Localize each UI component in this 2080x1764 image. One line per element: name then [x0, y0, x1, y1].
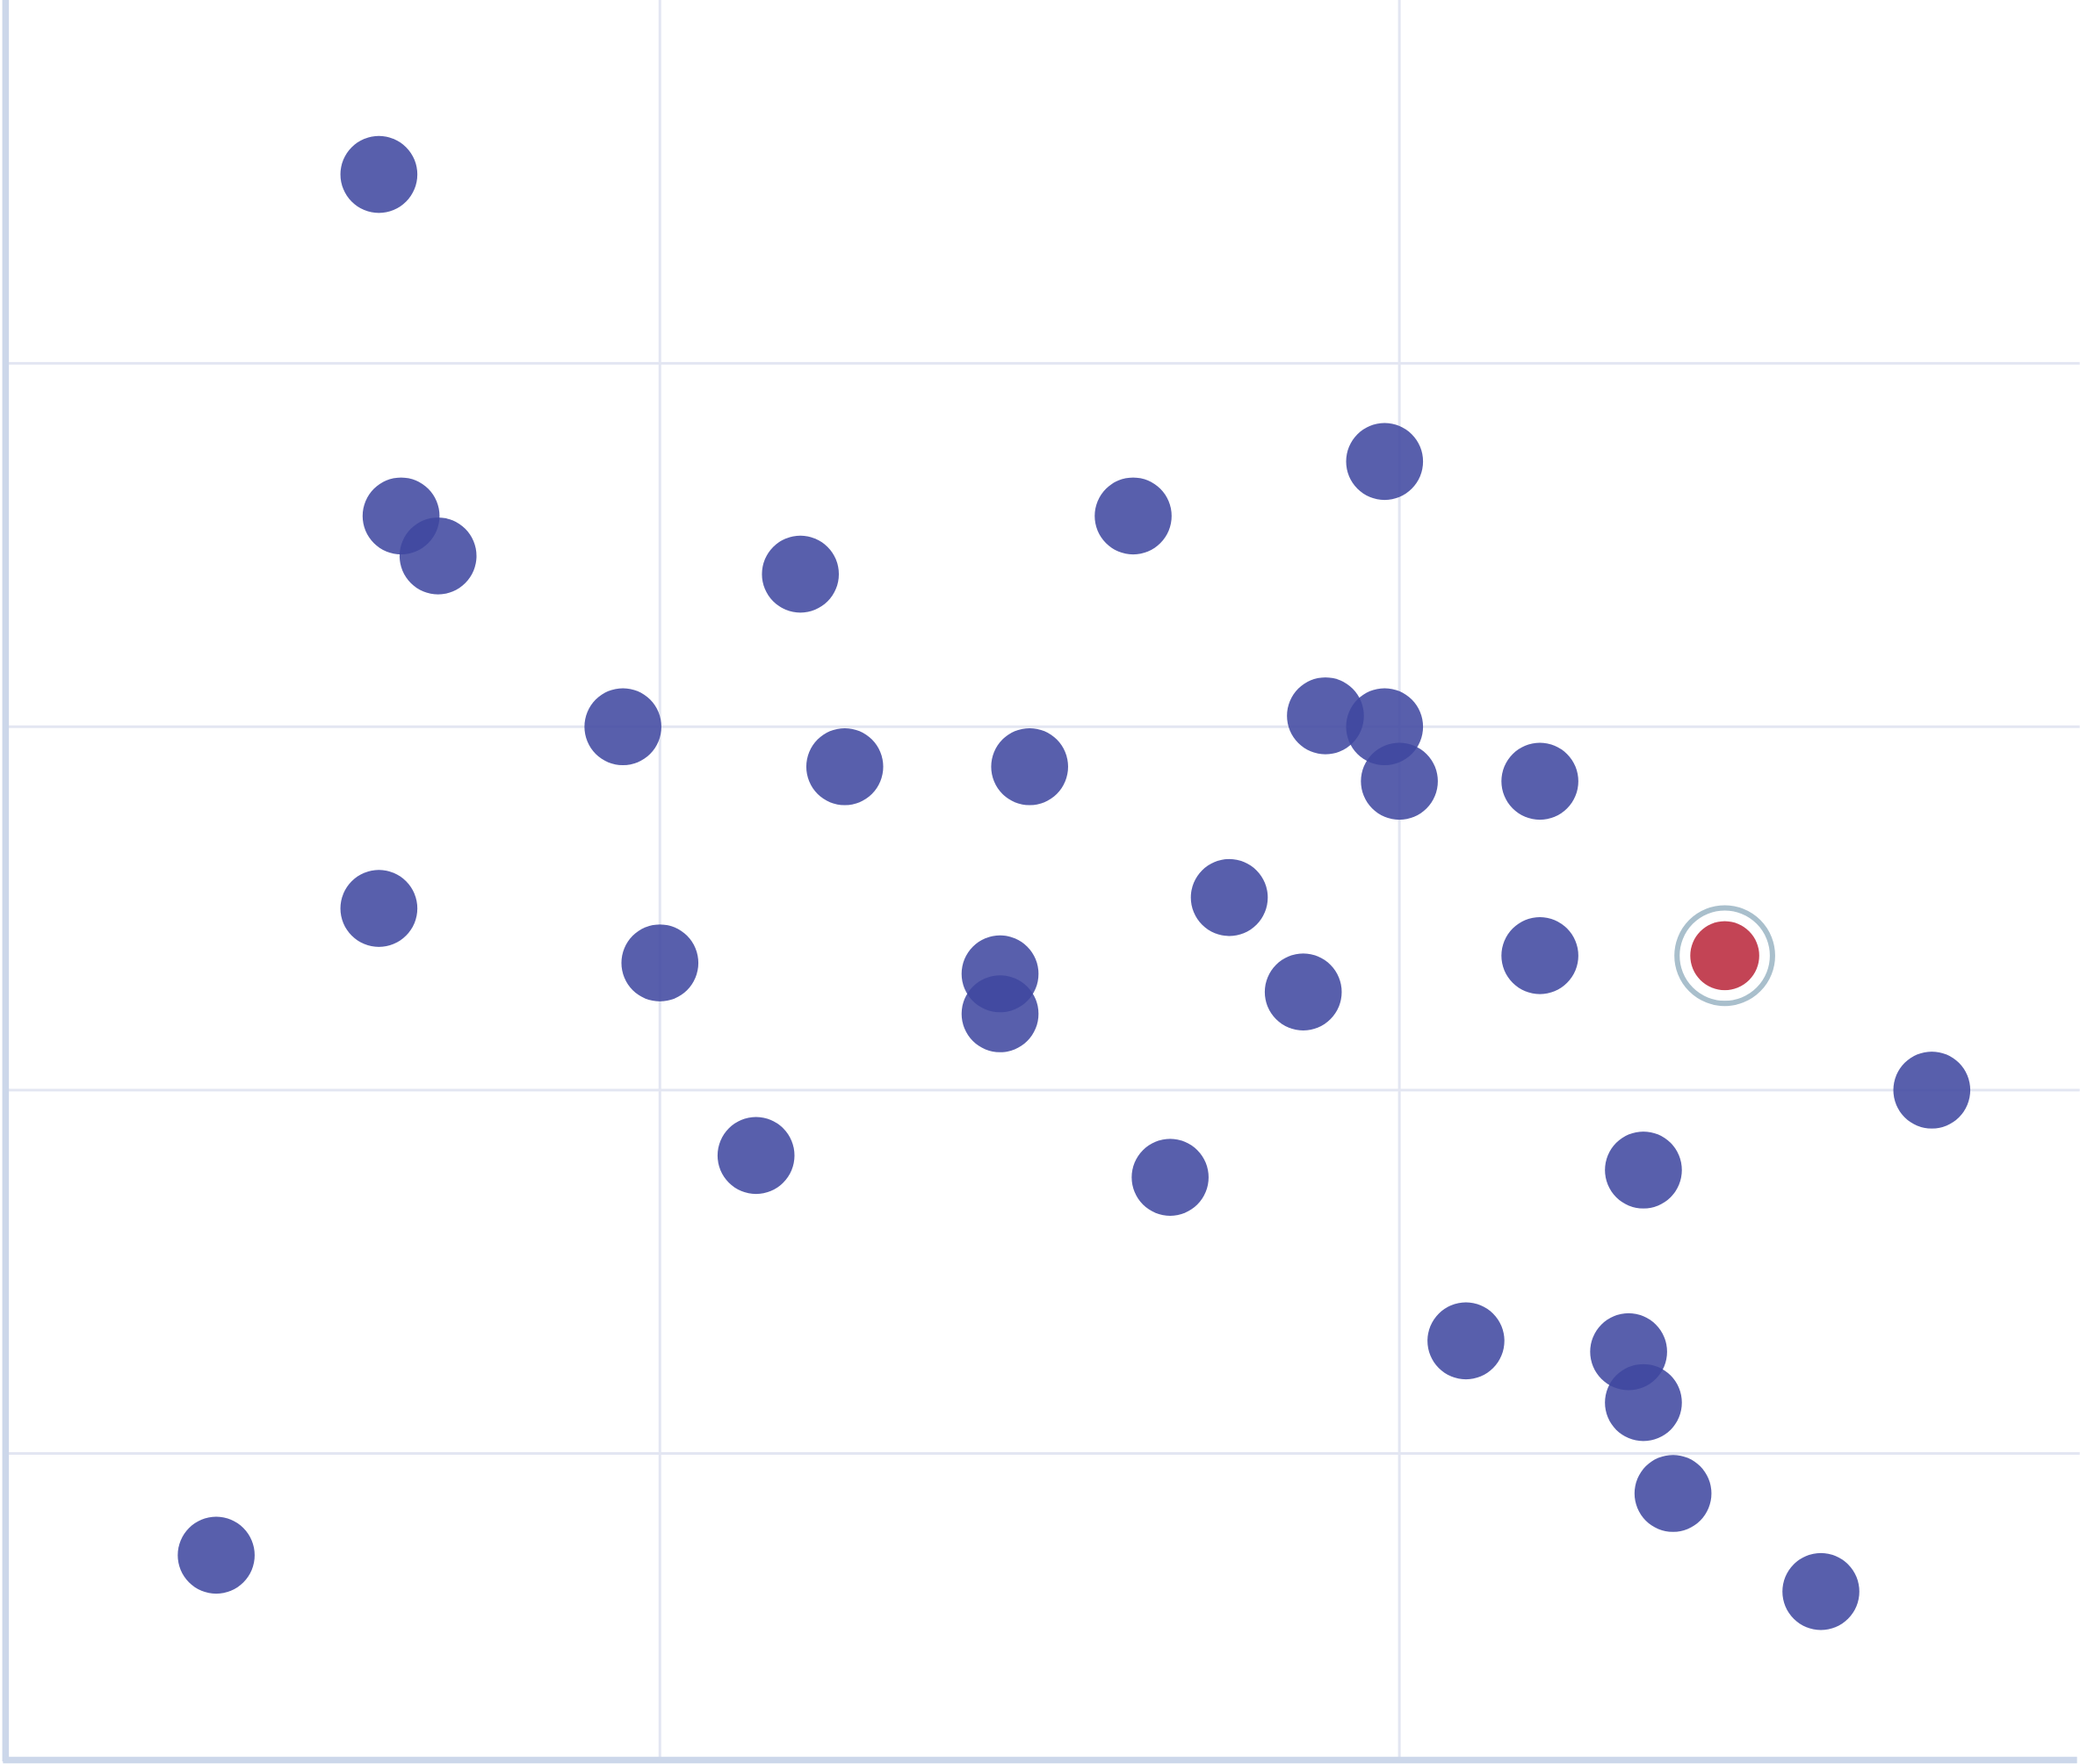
scatter-point[interactable] [399, 517, 477, 595]
scatter-point[interactable] [1427, 1302, 1505, 1380]
highlighted-point[interactable] [1690, 921, 1759, 991]
gridlines [6, 0, 2080, 1759]
scatter-point[interactable] [1782, 1552, 1860, 1630]
scatter-point[interactable] [1501, 917, 1578, 994]
scatter-point[interactable] [1346, 423, 1424, 501]
scatter-point[interactable] [805, 727, 884, 806]
scatter-point[interactable] [584, 688, 661, 766]
scatter-point[interactable] [1264, 953, 1342, 1030]
scatter-point[interactable] [1634, 1455, 1712, 1532]
scatter-point[interactable] [1190, 858, 1268, 936]
scatter-point[interactable] [991, 727, 1068, 806]
scatter-point[interactable] [1094, 477, 1172, 555]
scatter-point[interactable] [1361, 742, 1438, 821]
scatter-point[interactable] [762, 535, 840, 613]
scatter-point[interactable] [621, 924, 699, 1001]
scatter-point[interactable] [1287, 677, 1364, 755]
scatter-point[interactable] [717, 1117, 795, 1195]
scatter-point[interactable] [1605, 1131, 1682, 1209]
scatter-point[interactable] [340, 870, 418, 947]
scatter-point[interactable] [177, 1516, 255, 1594]
scatter-point[interactable] [1605, 1363, 1682, 1442]
scatter-point[interactable] [1501, 742, 1578, 821]
scatter-point[interactable] [961, 975, 1039, 1052]
scatter-point[interactable] [1893, 1052, 1971, 1129]
points [177, 135, 1971, 1630]
scatter-point[interactable] [1131, 1139, 1209, 1216]
scatter-point[interactable] [340, 135, 418, 213]
